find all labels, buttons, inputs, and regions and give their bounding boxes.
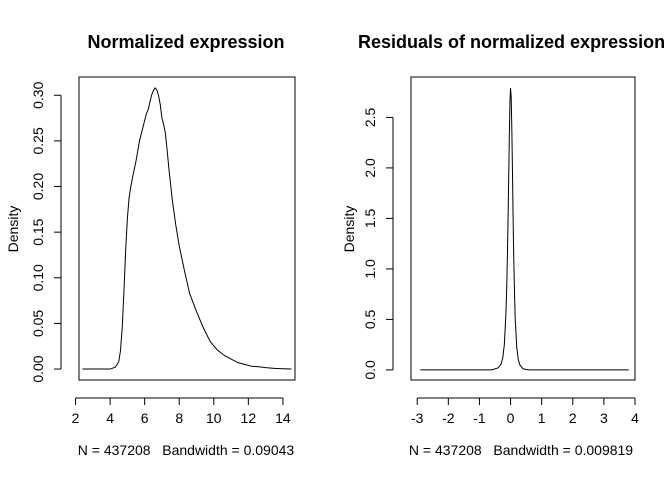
x-axis-label: N = 437208 Bandwidth = 0.09043 (78, 442, 295, 458)
x-tick-label: 8 (175, 410, 183, 426)
x-tick-label: 2 (569, 410, 577, 426)
y-tick-label: 0.10 (30, 264, 46, 291)
y-tick-label: 1.5 (362, 208, 378, 228)
x-tick-label: 2 (72, 410, 80, 426)
y-tick-label: 1.0 (362, 259, 378, 279)
plot-frame (410, 76, 636, 381)
x-tick-label: 10 (206, 410, 222, 426)
y-tick-label: 0.15 (30, 218, 46, 245)
panel-residuals: Residuals of normalized expression -3 -2 -… (341, 32, 665, 458)
y-tick-label: 0.20 (30, 173, 46, 200)
y-tick-label: 0.25 (30, 127, 46, 154)
x-tick-label: 12 (241, 410, 257, 426)
panel-normalized-expression: Normalized expression 2 4 6 8 10 12 14 0.00 0.05… (5, 32, 296, 458)
y-tick-label: 0.00 (30, 355, 46, 382)
y-tick-label: 0.30 (30, 81, 46, 108)
y-axis-label: Density (5, 206, 21, 253)
x-tick-label: -1 (473, 410, 486, 426)
x-tick-label: 0 (507, 410, 515, 426)
x-tick-label: 4 (106, 410, 114, 426)
x-tick-label: 3 (600, 410, 608, 426)
x-tick-label: -3 (411, 410, 424, 426)
y-tick-label: 2.5 (362, 107, 378, 127)
y-tick-label: 0.5 (362, 309, 378, 329)
y-tick-label: 0.05 (30, 310, 46, 337)
x-axis-label: N = 437208 Bandwidth = 0.009819 (409, 442, 633, 458)
x-tick-label: 14 (275, 410, 291, 426)
chart-title: Normalized expression (87, 32, 284, 52)
x-tick-label: -2 (442, 410, 455, 426)
y-axis-label: Density (341, 206, 357, 253)
density-curve (420, 88, 629, 371)
chart-title: Residuals of normalized expression (358, 32, 665, 52)
x-tick-label: 6 (141, 410, 149, 426)
y-tick-label: 2.0 (362, 158, 378, 178)
plot-frame (78, 76, 296, 381)
y-tick-label: 0.0 (362, 360, 378, 380)
x-tick-label: 1 (538, 410, 546, 426)
density-curve (82, 87, 292, 370)
x-tick-label: 4 (631, 410, 639, 426)
